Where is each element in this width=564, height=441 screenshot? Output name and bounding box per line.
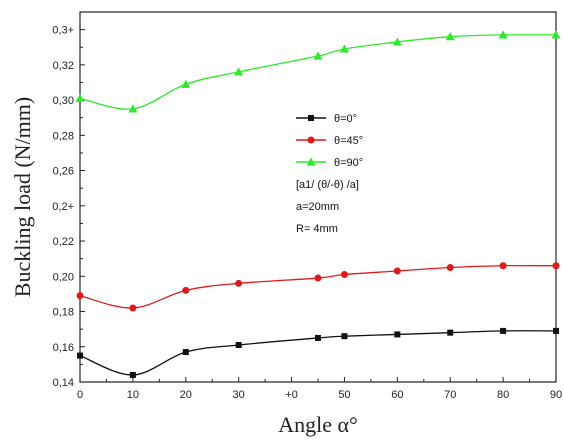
plot-frame bbox=[79, 11, 557, 383]
data-point bbox=[308, 115, 314, 121]
x-axis-title: Angle α° bbox=[278, 412, 358, 437]
series-line bbox=[79, 264, 557, 309]
data-point bbox=[340, 271, 348, 279]
data-point bbox=[445, 32, 455, 41]
data-point bbox=[313, 51, 323, 60]
data-point bbox=[235, 279, 243, 287]
data-point bbox=[394, 331, 401, 338]
data-point bbox=[234, 67, 244, 76]
data-point bbox=[393, 267, 401, 275]
annotation-a-value: a=20mm bbox=[296, 201, 339, 213]
series-line bbox=[79, 330, 557, 376]
y-tick-label: 0,2+ bbox=[52, 201, 74, 213]
data-point bbox=[339, 44, 349, 53]
x-tick-label: 50 bbox=[338, 389, 350, 401]
legend-label: θ=0° bbox=[334, 113, 357, 125]
data-point bbox=[129, 304, 137, 312]
data-point bbox=[76, 292, 84, 300]
x-tick-label: 60 bbox=[391, 389, 403, 401]
y-tick-label: 0,26 bbox=[53, 166, 74, 178]
x-tick-label: 10 bbox=[127, 389, 139, 401]
annotation-r-value: R= 4mm bbox=[296, 223, 338, 235]
legend-item-0: θ=0° bbox=[296, 113, 357, 125]
series-1 bbox=[76, 262, 560, 312]
y-tick-label: 0,28 bbox=[53, 130, 74, 142]
data-point bbox=[128, 104, 138, 113]
data-point bbox=[77, 352, 83, 359]
legend-label: θ=45° bbox=[334, 135, 363, 147]
annotation-parameters: [a1/ (θ/-θ) /a] bbox=[296, 179, 359, 191]
y-tick-label: 0,18 bbox=[53, 307, 74, 319]
x-axis-ticks: 0 10 20 30 +0 50 60 70 80 90 bbox=[77, 377, 562, 401]
data-point bbox=[314, 274, 322, 282]
y-tick-label: 0,30 bbox=[53, 95, 74, 107]
x-tick-label: 0 bbox=[77, 389, 83, 401]
x-tick-label: +0 bbox=[285, 389, 298, 401]
legend-label: θ=90° bbox=[334, 157, 363, 169]
data-point bbox=[181, 79, 191, 88]
legend-item-2: θ=90° bbox=[296, 157, 363, 169]
series-layer bbox=[75, 30, 561, 378]
data-point bbox=[552, 262, 560, 270]
data-point bbox=[315, 334, 321, 341]
y-tick-label: 0,3+ bbox=[52, 25, 74, 37]
y-tick-label: 0,16 bbox=[53, 342, 74, 354]
data-point bbox=[129, 371, 136, 378]
data-point bbox=[235, 342, 242, 348]
data-point bbox=[182, 349, 189, 356]
data-point bbox=[306, 157, 316, 166]
data-point bbox=[447, 329, 454, 336]
data-point bbox=[75, 93, 85, 102]
data-point bbox=[498, 30, 508, 39]
y-axis-title: Buckling load (N/mm) bbox=[10, 97, 35, 297]
series-2 bbox=[75, 30, 561, 113]
y-axis-ticks: 0,14 0,16 0,18 0,20 0,22 0,2+ 0,26 0,28 0,30 0,32… bbox=[52, 25, 85, 389]
legend-item-1: θ=45° bbox=[296, 135, 363, 147]
data-point bbox=[553, 327, 559, 334]
y-tick-label: 0,32 bbox=[53, 60, 74, 72]
y-tick-label: 0,20 bbox=[53, 271, 74, 283]
x-tick-label: 70 bbox=[444, 389, 456, 401]
x-tick-label: 30 bbox=[233, 389, 245, 401]
x-tick-label: 90 bbox=[550, 389, 562, 401]
data-point bbox=[392, 37, 402, 46]
data-point bbox=[499, 262, 507, 270]
legend: θ=0° θ=45° θ=90° [a1/ (θ/-θ) /a] a=20mm R=… bbox=[296, 113, 363, 235]
x-tick-label: 80 bbox=[497, 389, 509, 401]
series-line bbox=[79, 34, 557, 110]
data-point bbox=[551, 30, 561, 39]
data-point bbox=[500, 327, 507, 334]
data-point bbox=[182, 286, 190, 294]
y-tick-label: 0,22 bbox=[53, 236, 74, 248]
data-point bbox=[341, 333, 348, 340]
data-point bbox=[446, 263, 454, 271]
x-tick-label: 20 bbox=[180, 389, 192, 401]
data-point bbox=[307, 136, 315, 144]
series-0 bbox=[77, 327, 559, 378]
y-tick-label: 0,14 bbox=[53, 377, 74, 389]
